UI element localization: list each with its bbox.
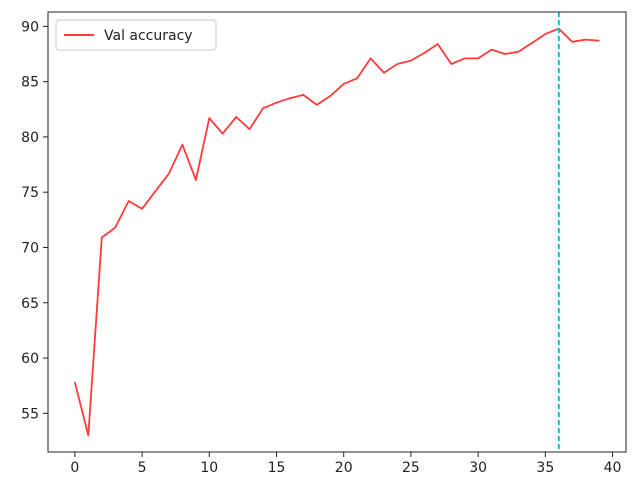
data-point: [114, 226, 116, 229]
y-tick-label: 85: [21, 75, 39, 91]
legend-box: [55, 19, 217, 51]
data-point: [410, 60, 412, 62]
data-point: [490, 48, 493, 51]
data-point: [598, 40, 600, 42]
data-point: [235, 116, 237, 118]
plot-area: [74, 12, 600, 452]
data-point: [262, 107, 264, 109]
data-point: [154, 190, 157, 192]
data-point: [383, 72, 385, 74]
data-point: [181, 144, 184, 146]
data-point: [464, 57, 466, 60]
y-axis: 55 60 65 70 75 80 85 90: [21, 19, 48, 422]
axes-frame: [47, 11, 627, 453]
data-point: [585, 39, 587, 41]
legend-label-val-accuracy: Val accuracy: [104, 28, 193, 44]
y-tick-label: 70: [21, 240, 39, 256]
data-point: [195, 179, 197, 181]
data-point: [343, 83, 345, 85]
x-tick-label: 20: [335, 460, 353, 476]
y-tick-label: 75: [21, 185, 39, 201]
data-point: [141, 208, 143, 210]
data-point: [437, 43, 439, 45]
data-point: [544, 33, 546, 35]
x-tick-label: 5: [138, 460, 147, 476]
x-tick-label: 10: [200, 460, 218, 476]
series-line-val-accuracy: [74, 27, 600, 437]
data-point: [316, 104, 318, 106]
data-point: [504, 53, 506, 55]
x-tick-label: 0: [70, 460, 79, 476]
data-point: [356, 77, 358, 79]
x-tick-label: 35: [536, 460, 554, 476]
data-point: [87, 434, 89, 437]
data-point: [101, 236, 103, 239]
data-point: [477, 57, 479, 60]
data-point: [249, 128, 251, 130]
data-point: [168, 172, 170, 175]
data-point: [396, 63, 399, 65]
x-tick-label: 15: [268, 460, 286, 476]
y-tick-label: 80: [21, 130, 39, 146]
data-point: [128, 200, 130, 202]
data-point: [517, 51, 520, 53]
data-point: [370, 57, 372, 60]
data-point: [329, 95, 331, 97]
x-tick-label: 40: [604, 460, 622, 476]
x-axis: 0 5 10 15 20 25 30 35 40: [70, 452, 621, 476]
y-tick-label: 60: [21, 351, 39, 367]
data-point: [74, 381, 76, 383]
data-point: [302, 94, 304, 96]
x-tick-label: 30: [469, 460, 487, 476]
data-point: [571, 41, 573, 43]
legend: Val accuracy: [55, 19, 217, 51]
data-point: [275, 102, 278, 104]
data-point: [222, 133, 224, 135]
y-tick-label: 90: [21, 19, 39, 35]
y-tick-label: 65: [21, 296, 39, 312]
y-tick-label: 55: [21, 406, 39, 422]
data-point: [423, 52, 425, 54]
data-point: [450, 63, 452, 65]
data-point: [289, 97, 291, 99]
data-point: [531, 42, 533, 44]
data-point: [208, 117, 210, 119]
x-tick-label: 25: [402, 460, 420, 476]
